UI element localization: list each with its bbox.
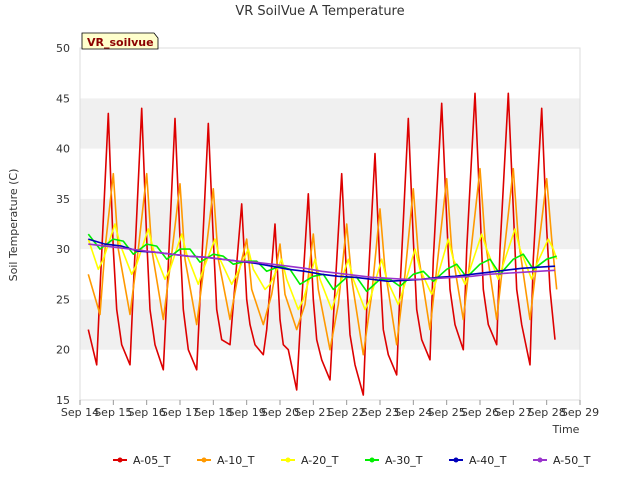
chart-title: VR SoilVue A Temperature: [235, 4, 404, 19]
legend-label: A-50_T: [553, 454, 591, 467]
plot-border: [79, 47, 581, 401]
grid-band: [80, 148, 580, 199]
legend-label: A-30_T: [385, 454, 423, 467]
x-tick-label: Sep 21: [294, 406, 332, 419]
x-tick-label: Sep 25: [428, 406, 466, 419]
x-tick-label: Sep 18: [194, 406, 232, 419]
x-tick-label: Sep 19: [228, 406, 266, 419]
legend-item: A-10_T: [197, 454, 255, 467]
x-axis-title: Time: [552, 423, 580, 436]
legend: A-05_T A-10_T A-20_T A-30_T A-40_T A-50_T: [113, 454, 591, 467]
legend-marker: [117, 457, 123, 463]
y-tick-label: 25: [56, 293, 70, 306]
x-tick-label: Sep 15: [94, 406, 132, 419]
legend-marker: [537, 457, 543, 463]
legend-marker: [369, 457, 375, 463]
y-tick-label: 15: [56, 394, 70, 407]
series-line-A-05_T: [87, 92, 556, 396]
x-tick-label: Sep 27: [494, 406, 532, 419]
x-tick-label: Sep 28: [528, 406, 566, 419]
grid-band: [80, 98, 580, 149]
legend-marker: [453, 457, 459, 463]
x-tick-label: Sep 23: [361, 406, 399, 419]
legend-item: A-05_T: [113, 454, 171, 467]
legend-label: A-40_T: [469, 454, 507, 467]
legend-label: A-05_T: [133, 454, 171, 467]
legend-item: A-40_T: [449, 454, 507, 467]
y-tick-label: 40: [56, 143, 70, 156]
y-tick-label: 35: [56, 193, 70, 206]
legend-item: A-50_T: [533, 454, 591, 467]
legend-item: A-30_T: [365, 454, 423, 467]
badge: VR_soilvue: [81, 32, 159, 50]
x-tick-label: Sep 16: [128, 406, 166, 419]
x-tick-label: Sep 26: [461, 406, 499, 419]
grid-bands: [79, 47, 581, 401]
y-axis-ticks: 15 20 25 30 35 40 45 50: [56, 42, 70, 407]
legend-label: A-20_T: [301, 454, 339, 467]
series-lines: [87, 92, 558, 396]
x-tick-label: Sep 24: [394, 406, 432, 419]
y-tick-label: 20: [56, 344, 70, 357]
x-tick-label: Sep 22: [328, 406, 366, 419]
badge-text: VR_soilvue: [87, 36, 154, 49]
x-tick-label: Sep 14: [61, 406, 99, 419]
y-axis-title: Soil Temperature (C): [7, 169, 20, 282]
series-line-A-20_T: [87, 223, 558, 311]
x-tick-label: Sep 29: [561, 406, 599, 419]
series-line-A-50_T: [88, 243, 556, 281]
y-tick-label: 45: [56, 92, 70, 105]
grid-band: [80, 198, 580, 250]
legend-marker: [285, 457, 291, 463]
x-tick-label: Sep 20: [261, 406, 299, 419]
series-line-A-10_T: [87, 167, 558, 356]
legend-marker: [201, 457, 207, 463]
legend-item: A-20_T: [281, 454, 339, 467]
y-tick-label: 50: [56, 42, 70, 55]
legend-label: A-10_T: [217, 454, 255, 467]
grid-band: [80, 48, 580, 99]
y-tick-label: 30: [56, 243, 70, 256]
x-tick-label: Sep 17: [161, 406, 199, 419]
